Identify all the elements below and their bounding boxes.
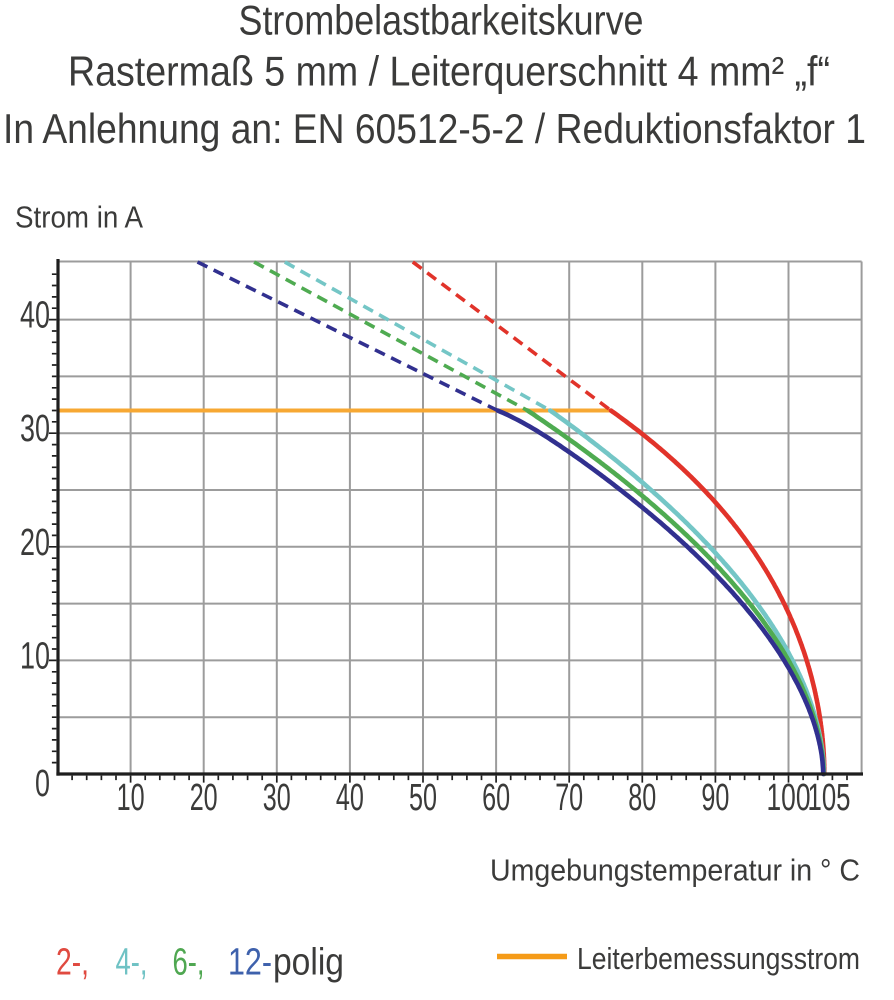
svg-text:105: 105 (808, 777, 851, 819)
svg-text:Leiterbemessungsstrom: Leiterbemessungsstrom (577, 941, 860, 976)
svg-text:20: 20 (190, 777, 218, 819)
svg-text:20: 20 (20, 522, 50, 564)
svg-text:In Anlehnung an: EN 60512-5-2: In Anlehnung an: EN 60512-5-2 / Reduktio… (3, 105, 866, 152)
svg-text:12-: 12- (228, 942, 272, 984)
svg-text:10: 10 (20, 635, 50, 677)
svg-text:30: 30 (20, 408, 50, 450)
svg-text:Strombelastbarkeitskurve: Strombelastbarkeitskurve (239, 0, 644, 44)
svg-text:Strom in A: Strom in A (15, 200, 143, 235)
svg-text:50: 50 (409, 777, 437, 819)
svg-text:70: 70 (555, 777, 583, 819)
svg-text:10: 10 (117, 777, 145, 819)
svg-text:100: 100 (767, 777, 811, 819)
svg-text:80: 80 (628, 777, 656, 819)
svg-text:90: 90 (701, 777, 729, 819)
svg-text:60: 60 (482, 777, 510, 819)
svg-text:4-,: 4-, (116, 942, 148, 984)
svg-text:30: 30 (263, 777, 291, 819)
svg-text:2-,: 2-, (56, 942, 89, 984)
svg-text:Umgebungstemperatur in ° C: Umgebungstemperatur in ° C (490, 853, 860, 888)
svg-text:polig: polig (273, 942, 344, 984)
svg-text:40: 40 (336, 777, 364, 819)
svg-text:0: 0 (35, 763, 50, 805)
svg-text:Rastermaß 5 mm / Leiterquersch: Rastermaß 5 mm / Leiterquerschnitt 4 mm²… (68, 47, 830, 94)
svg-text:6-,: 6-, (173, 942, 205, 984)
svg-text:40: 40 (20, 295, 50, 337)
